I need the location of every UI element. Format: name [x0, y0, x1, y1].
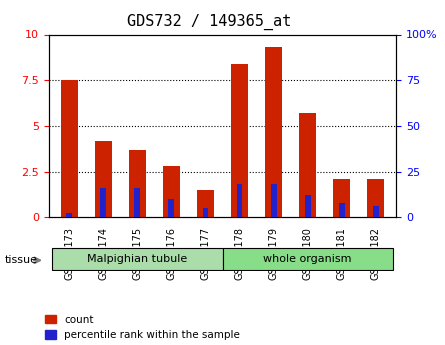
- FancyBboxPatch shape: [53, 248, 222, 270]
- Bar: [197, 190, 214, 217]
- Bar: [372, 206, 379, 217]
- Text: tissue: tissue: [4, 256, 37, 265]
- Bar: [237, 185, 243, 217]
- Text: Malpighian tubule: Malpighian tubule: [87, 254, 187, 264]
- Bar: [163, 166, 180, 217]
- Bar: [134, 188, 141, 217]
- Bar: [95, 140, 112, 217]
- Bar: [271, 185, 276, 217]
- FancyBboxPatch shape: [222, 248, 392, 270]
- Bar: [299, 113, 316, 217]
- Bar: [129, 150, 146, 217]
- Bar: [265, 47, 282, 217]
- Bar: [339, 203, 344, 217]
- Bar: [367, 179, 384, 217]
- Bar: [66, 213, 73, 217]
- Bar: [304, 195, 311, 217]
- Bar: [202, 208, 208, 217]
- Bar: [61, 80, 78, 217]
- Bar: [169, 199, 174, 217]
- Text: whole organism: whole organism: [263, 254, 352, 264]
- Text: GDS732 / 149365_at: GDS732 / 149365_at: [127, 14, 291, 30]
- Legend: count, percentile rank within the sample: count, percentile rank within the sample: [45, 315, 240, 340]
- Bar: [101, 188, 106, 217]
- Bar: [333, 179, 350, 217]
- Bar: [231, 64, 248, 217]
